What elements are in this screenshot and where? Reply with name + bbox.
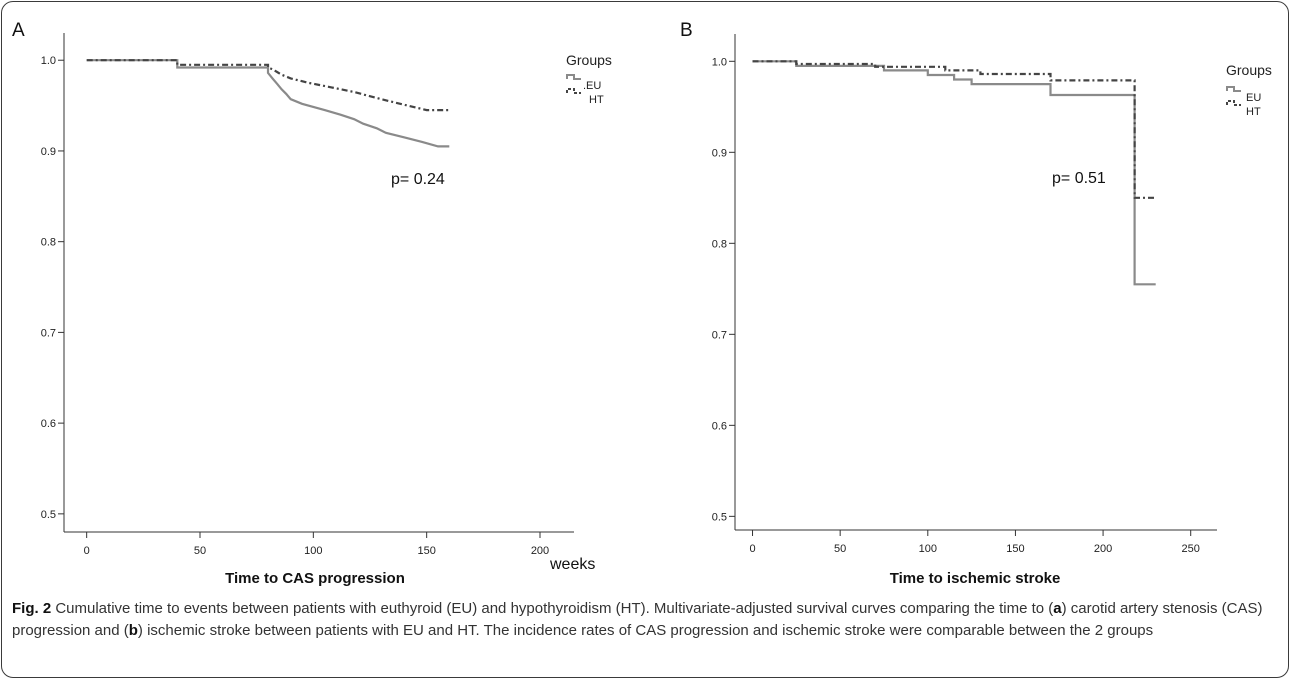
panel-b-y-tick-label: 1.0 xyxy=(712,56,727,68)
figure-caption: Fig. 2 Cumulative time to events between… xyxy=(12,598,1280,642)
panel-a-legend-title: Groups xyxy=(566,52,612,68)
panel-a-letter: A xyxy=(12,20,25,41)
panel-a-y-tick-label: 0.6 xyxy=(41,418,56,430)
panel-a-legend-ht-label: HT xyxy=(589,94,604,106)
panel-a-x-tick-label: 200 xyxy=(531,545,549,557)
caption-fig-label: Fig. 2 xyxy=(12,600,52,617)
panel-b-y-tick-label: 0.8 xyxy=(712,238,727,250)
panel-a-y-tick-label: 1.0 xyxy=(41,55,56,67)
caption-text-2: ) carotid artery stenosis (CAS) progress… xyxy=(12,600,1263,639)
panel-b-x-tick-label: 250 xyxy=(1182,543,1200,555)
panel-b-y-tick-label: 0.5 xyxy=(712,511,727,523)
panel-a-series-eu-line xyxy=(86,59,450,148)
panel-a-x-tick-label: 100 xyxy=(304,545,322,557)
panel-a-x-tick-label: 50 xyxy=(194,545,206,557)
panel-b-y-tick-label: 0.6 xyxy=(712,420,727,432)
panel-b-y-tick-label: 0.9 xyxy=(712,147,727,159)
panel-b-x-tick-label: 50 xyxy=(834,543,846,555)
panel-b-x-tick-label: 100 xyxy=(919,543,937,555)
panel-a-legend-swatch-ht xyxy=(566,88,581,94)
panel-b-legend-swatch-ht xyxy=(1226,100,1241,106)
panel-a-chart: 0.5 0.6 0.7 0.8 0.9 1.0 0 50 100 150 200 xyxy=(41,33,581,557)
panel-a-p-value: p= 0.24 xyxy=(391,171,445,188)
panel-b-series-eu-line xyxy=(752,60,1156,286)
panel-b-legend-ht-label: HT xyxy=(1246,106,1261,118)
panel-b-x-axis-label: Time to ischemic stroke xyxy=(889,570,1061,587)
panel-b-x-tick-label: 200 xyxy=(1094,543,1112,555)
panel-a-y-tick-label: 0.8 xyxy=(41,237,56,249)
caption-text-1: Cumulative time to events between patien… xyxy=(51,600,1054,617)
panel-a-y-tick-label: 0.7 xyxy=(41,327,56,339)
panel-b-x-tick-label: 150 xyxy=(1006,543,1024,555)
panel-a-x-axis-label: Time to CAS progression xyxy=(225,570,405,587)
panel-b-y-tick-label: 0.7 xyxy=(712,329,727,341)
panel-b-legend-swatch-eu xyxy=(1226,86,1241,92)
panel-a-x-tick-label: 0 xyxy=(84,545,90,557)
panel-b-p-value: p= 0.51 xyxy=(1052,170,1106,187)
caption-panel-b-ref: b xyxy=(128,622,138,639)
panel-a-legend-eu-label: .EU xyxy=(583,80,602,92)
panel-a-y-tick-label: 0.5 xyxy=(41,509,56,521)
panel-b-series-ht-line xyxy=(752,60,1156,199)
caption-panel-a-ref: a xyxy=(1053,600,1062,617)
panel-b-legend-eu-label: EU xyxy=(1246,92,1262,104)
panel-b-letter: B xyxy=(680,20,693,41)
panel-a-series-ht-line xyxy=(86,59,450,112)
panel-a-legend-swatch-eu xyxy=(566,74,581,80)
panel-b-legend-title: Groups xyxy=(1226,62,1272,78)
caption-text-3: ) ischemic stroke between patients with … xyxy=(137,622,1154,639)
panel-a-x-unit: weeks xyxy=(550,556,596,573)
panel-a-y-tick-label: 0.9 xyxy=(41,146,56,158)
panel-b-x-tick-label: 0 xyxy=(749,543,755,555)
panel-b-chart: 0.5 0.6 0.7 0.8 0.9 1.0 0 50 100 150 200 250 xyxy=(712,34,1241,555)
panel-a-x-tick-label: 150 xyxy=(417,545,435,557)
